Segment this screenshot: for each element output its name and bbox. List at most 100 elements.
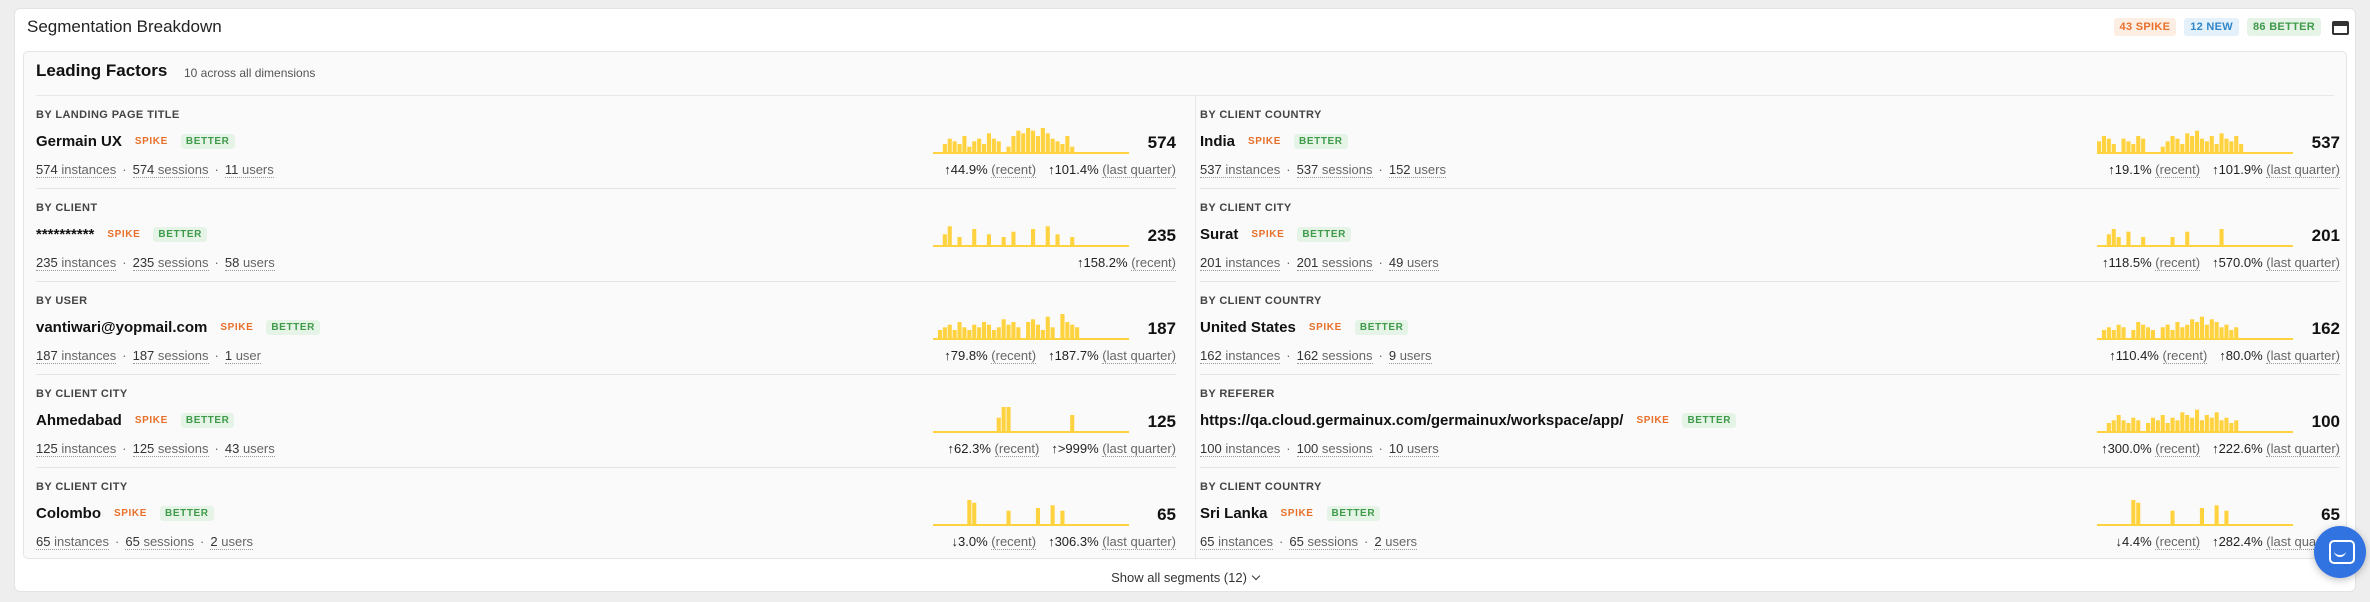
sparkline-bar xyxy=(942,327,947,340)
sessions-stat[interactable]: 65 sessions xyxy=(125,534,195,550)
recent-change[interactable]: ↑62.3% (recent) xyxy=(947,441,1040,457)
factor-name[interactable]: Germain UX xyxy=(36,133,122,150)
sessions-stat[interactable]: 65 sessions xyxy=(1289,534,1359,550)
users-stat[interactable]: 11 users xyxy=(224,162,274,178)
factor-row[interactable]: BY CLIENT ********** SPIKE BETTER 235 instan… xyxy=(36,189,1176,282)
factor-name[interactable]: Colombo xyxy=(36,505,101,522)
sparkline-bar xyxy=(2141,324,2146,340)
users-stat[interactable]: 1 user xyxy=(224,348,261,364)
recent-change[interactable]: ↓3.0% (recent) xyxy=(951,534,1037,550)
sparkline-bar xyxy=(2150,330,2155,340)
factor-name-row: India SPIKE BETTER xyxy=(1200,133,1348,150)
instances-stat[interactable]: 125 instances xyxy=(36,441,117,457)
factor-row[interactable]: BY LANDING PAGE TITLE Germain UX SPIKE BETT… xyxy=(36,96,1176,189)
sparkline-bar xyxy=(2224,324,2229,340)
factor-row[interactable]: BY CLIENT CITY Ahmedabad SPIKE BETTER 125 in… xyxy=(36,375,1176,468)
factor-trend: ↑44.9% (recent) ↑101.4% (last quarter) xyxy=(944,162,1176,178)
factor-row[interactable]: BY CLIENT COUNTRY Sri Lanka SPIKE BETTER 65 … xyxy=(1200,468,2340,561)
instances-stat[interactable]: 574 instances xyxy=(36,162,117,178)
sessions-stat[interactable]: 187 sessions xyxy=(132,348,209,364)
factor-row[interactable]: BY REFERER https://qa.cloud.germainux.com… xyxy=(1200,375,2340,468)
recent-change[interactable]: ↑118.5% (recent) xyxy=(2102,255,2201,271)
factor-name[interactable]: United States xyxy=(1200,319,1296,336)
factor-name[interactable]: Surat xyxy=(1200,226,1239,243)
panel-title: Segmentation Breakdown xyxy=(27,17,222,36)
sparkline-bar xyxy=(2185,324,2190,340)
factor-name-row: Germain UX SPIKE BETTER xyxy=(36,133,235,150)
recent-change[interactable]: ↓4.4% (recent) xyxy=(2115,534,2201,550)
quarter-change[interactable]: ↑306.3% (last quarter) xyxy=(1048,534,1176,550)
recent-change[interactable]: ↑79.8% (recent) xyxy=(944,348,1037,364)
sparkline-bar xyxy=(2111,229,2116,247)
new-count-badge[interactable]: 12 NEW xyxy=(2184,18,2239,36)
sparkline-bar xyxy=(972,229,977,247)
factor-row[interactable]: BY CLIENT COUNTRY United States SPIKE BETTE… xyxy=(1200,282,2340,375)
users-stat[interactable]: 10 users xyxy=(1388,441,1439,457)
sparkline-bar xyxy=(957,322,962,340)
sparkline-bar xyxy=(2126,231,2131,247)
instances-stat[interactable]: 235 instances xyxy=(36,255,117,271)
factor-name[interactable]: Ahmedabad xyxy=(36,412,122,429)
sparkline-bar xyxy=(2234,420,2239,433)
quarter-change[interactable]: ↑101.4% (last quarter) xyxy=(1048,162,1176,178)
sessions-stat[interactable]: 537 sessions xyxy=(1296,162,1373,178)
quarter-change[interactable]: ↑101.9% (last quarter) xyxy=(2212,162,2340,178)
recent-change[interactable]: ↑19.1% (recent) xyxy=(2108,162,2201,178)
users-stat[interactable]: 43 users xyxy=(224,441,275,457)
better-count-badge[interactable]: 86 BETTER xyxy=(2247,18,2321,36)
spike-tag: SPIKE xyxy=(1280,508,1314,519)
factor-name[interactable]: https://qa.cloud.germainux.com/germainux… xyxy=(1200,412,1624,429)
chat-support-icon[interactable] xyxy=(2314,526,2366,578)
sessions-stat[interactable]: 125 sessions xyxy=(132,441,209,457)
sparkline-bar xyxy=(2185,231,2190,247)
recent-change[interactable]: ↑158.2% (recent) xyxy=(1076,255,1176,271)
sessions-stat[interactable]: 235 sessions xyxy=(132,255,209,271)
window-expand-icon[interactable] xyxy=(2332,21,2349,35)
users-stat[interactable]: 58 users xyxy=(224,255,275,271)
sessions-stat[interactable]: 100 sessions xyxy=(1296,441,1373,457)
sparkline-bar xyxy=(952,141,957,154)
sparkline-bar xyxy=(1050,327,1055,340)
instances-stat[interactable]: 537 instances xyxy=(1200,162,1281,178)
instances-stat[interactable]: 201 instances xyxy=(1200,255,1281,271)
recent-arrow-icon: ↑ xyxy=(947,441,955,456)
users-stat[interactable]: 2 users xyxy=(1374,534,1418,550)
users-stat[interactable]: 49 users xyxy=(1388,255,1439,271)
spike-count-badge[interactable]: 43 SPIKE xyxy=(2113,18,2177,36)
quarter-change[interactable]: ↑80.0% (last quarter) xyxy=(2219,348,2340,364)
recent-change[interactable]: ↑300.0% (recent) xyxy=(2101,441,2201,457)
quarter-change[interactable]: ↑222.6% (last quarter) xyxy=(2212,441,2340,457)
recent-arrow-icon: ↑ xyxy=(1076,255,1084,270)
segmentation-panel: Segmentation Breakdown 43 SPIKE 12 NEW 8… xyxy=(14,8,2356,592)
factor-row[interactable]: BY CLIENT CITY Colombo SPIKE BETTER 65 insta… xyxy=(36,468,1176,561)
factor-name[interactable]: vantiwari@yopmail.com xyxy=(36,319,208,336)
factor-name[interactable]: ********** xyxy=(36,226,95,243)
sparkline-bar xyxy=(967,500,972,526)
sparkline-bar xyxy=(2195,130,2200,154)
recent-change[interactable]: ↑110.4% (recent) xyxy=(2109,348,2208,364)
factor-row[interactable]: BY CLIENT CITY Surat SPIKE BETTER 201 instan… xyxy=(1200,189,2340,282)
factor-name[interactable]: India xyxy=(1200,133,1236,150)
show-all-segments-button[interactable]: Show all segments (12) xyxy=(15,570,2355,585)
sessions-stat[interactable]: 574 sessions xyxy=(132,162,209,178)
quarter-change[interactable]: ↑187.7% (last quarter) xyxy=(1048,348,1176,364)
sparkline-bar xyxy=(2131,144,2136,154)
sparkline-bar xyxy=(2175,420,2180,433)
factor-row[interactable]: BY CLIENT COUNTRY India SPIKE BETTER 537 ins… xyxy=(1200,96,2340,189)
factor-name[interactable]: Sri Lanka xyxy=(1200,505,1268,522)
recent-change[interactable]: ↑44.9% (recent) xyxy=(944,162,1037,178)
sessions-stat[interactable]: 201 sessions xyxy=(1296,255,1373,271)
instances-stat[interactable]: 162 instances xyxy=(1200,348,1281,364)
instances-stat[interactable]: 65 instances xyxy=(1200,534,1274,550)
instances-stat[interactable]: 187 instances xyxy=(36,348,117,364)
quarter-change[interactable]: ↑>999% (last quarter) xyxy=(1051,441,1176,457)
instances-stat[interactable]: 65 instances xyxy=(36,534,110,550)
users-stat[interactable]: 152 users xyxy=(1388,162,1446,178)
quarter-change[interactable]: ↑570.0% (last quarter) xyxy=(2212,255,2340,271)
users-stat[interactable]: 9 users xyxy=(1388,348,1432,364)
sparkline-bar xyxy=(2219,133,2224,154)
factor-row[interactable]: BY USER vantiwari@yopmail.com SPIKE BETTER 1… xyxy=(36,282,1176,375)
users-stat[interactable]: 2 users xyxy=(210,534,254,550)
sessions-stat[interactable]: 162 sessions xyxy=(1296,348,1373,364)
instances-stat[interactable]: 100 instances xyxy=(1200,441,1281,457)
